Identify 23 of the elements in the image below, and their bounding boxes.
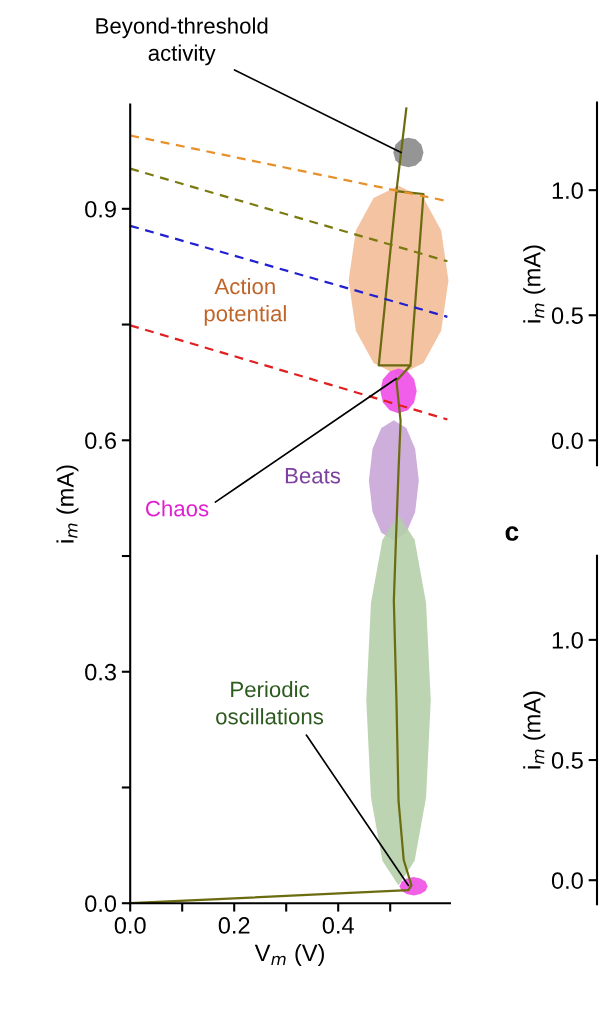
text: i$_{m}$ (mA) <box>523 691 546 769</box>
x-tick-label: 0.4 <box>322 917 354 934</box>
x-tick-label: 0.2 <box>218 917 250 934</box>
x-axis-title: V$_{m}$ (V) <box>254 943 324 966</box>
text: 1.0 <box>552 182 583 199</box>
text: 0.5 <box>551 752 583 769</box>
annotation: Beyond-threshold activity <box>96 17 268 66</box>
text: 1.0 <box>552 631 583 649</box>
x-tick-label: 0.0 <box>114 917 146 934</box>
annotation: Chaos <box>146 500 209 517</box>
text: c <box>505 526 519 541</box>
annotation: Beats <box>285 468 341 484</box>
text: 0.5 <box>551 307 583 325</box>
y-tick-label: 0.0 <box>85 895 117 913</box>
annotation: Action potential <box>204 277 286 326</box>
text: 0.0 <box>551 432 583 450</box>
y-tick-label: 0.9 <box>85 200 116 218</box>
text: i$_{m}$ (mA) <box>523 245 546 323</box>
text: 0.0 <box>551 872 583 889</box>
annotation: Periodic oscillations <box>216 680 324 725</box>
y-axis-title: i$_{m}$ (mA) <box>56 465 79 543</box>
y-tick-label: 0.6 <box>85 432 116 450</box>
y-tick-label: 0.3 <box>85 663 116 681</box>
